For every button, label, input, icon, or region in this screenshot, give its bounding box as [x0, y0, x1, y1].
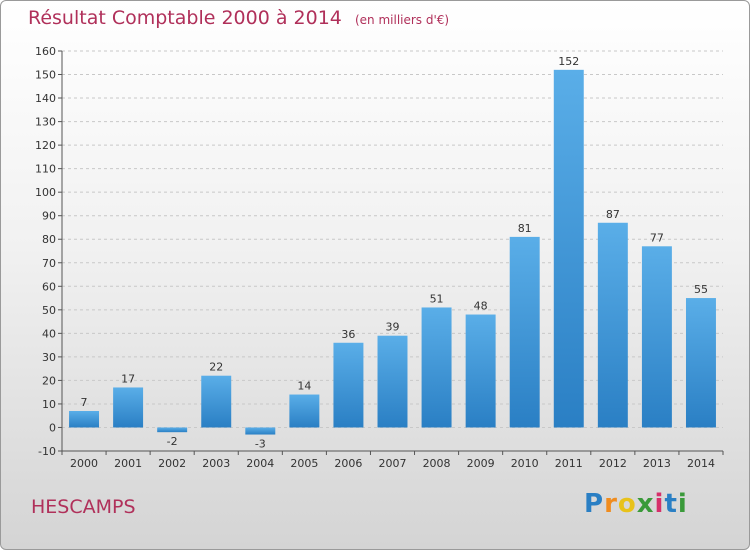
bar-value-label: 17 — [121, 372, 135, 385]
x-tick-label: 2004 — [246, 457, 274, 470]
bar-value-label: 51 — [430, 292, 444, 305]
town-name: HESCAMPS — [31, 496, 136, 518]
bar-value-label: 77 — [650, 231, 664, 244]
bar-value-label: 7 — [81, 396, 88, 409]
bar-value-label: 39 — [386, 321, 400, 334]
bar-value-label: 81 — [518, 222, 532, 235]
y-tick-label: 130 — [35, 116, 56, 129]
y-tick-label: 30 — [42, 351, 56, 364]
bar-value-label: 36 — [341, 328, 355, 341]
y-tick-label: 20 — [42, 374, 56, 387]
bar-value-label: 48 — [474, 300, 488, 313]
x-tick-label: 2013 — [643, 457, 671, 470]
bar-value-label: 55 — [694, 283, 708, 296]
bar — [597, 222, 628, 428]
bar-value-label: -3 — [255, 438, 266, 451]
y-tick-label: 120 — [35, 139, 56, 152]
x-tick-label: 2011 — [555, 457, 583, 470]
y-tick-label: 60 — [42, 280, 56, 293]
y-axis: -10 0 10 20 30 40 50 60 70 80 90 100 110 120 130 140 150… — [35, 45, 63, 458]
x-tick-label: 2003 — [202, 457, 230, 470]
x-tick-label: 2006 — [334, 457, 362, 470]
x-tick-label: 2009 — [467, 457, 495, 470]
x-axis: 2000 2001 2002 2003 2004 2005 2006 2007 2008 2009… — [61, 450, 724, 470]
x-tick-label: 2012 — [599, 457, 627, 470]
y-tick-label: -10 — [38, 445, 56, 458]
y-tick-label: 70 — [42, 257, 56, 270]
chart-unit-text: (en milliers d'€) — [354, 13, 450, 27]
bar — [333, 342, 364, 428]
bar — [421, 307, 452, 428]
bar — [245, 427, 276, 435]
bar — [465, 314, 496, 428]
bar-value-label: 87 — [606, 208, 620, 221]
x-tick-label: 2005 — [290, 457, 318, 470]
chart-title: Résultat Comptable 2000 à 2014 (en milli… — [28, 7, 449, 29]
proxiti-logo: Proxiti — [584, 489, 688, 519]
bar-value-label: 14 — [297, 380, 311, 393]
x-tick-label: 2010 — [511, 457, 539, 470]
x-tick-label: 2001 — [114, 457, 142, 470]
x-tick-label: 2002 — [158, 457, 186, 470]
bar — [509, 236, 540, 428]
bar — [201, 375, 232, 428]
bar — [69, 411, 100, 428]
bar — [289, 394, 320, 428]
y-tick-label: 110 — [35, 163, 56, 176]
x-tick-label: 2014 — [687, 457, 715, 470]
bar-value-label: 22 — [209, 361, 223, 374]
x-tick-label: 2007 — [379, 457, 407, 470]
chart-title-text: Résultat Comptable 2000 à 2014 — [28, 7, 342, 29]
y-tick-label: 50 — [42, 304, 56, 317]
y-tick-label: 80 — [42, 233, 56, 246]
bar — [113, 387, 144, 428]
bar — [377, 335, 408, 428]
bar — [157, 427, 188, 433]
y-tick-label: 90 — [42, 210, 56, 223]
y-tick-label: 150 — [35, 69, 56, 82]
bar-value-label: 152 — [558, 55, 579, 68]
x-tick-label: 2008 — [423, 457, 451, 470]
bar-value-label: -2 — [167, 435, 178, 448]
y-tick-label: 140 — [35, 92, 56, 105]
y-tick-label: 160 — [35, 45, 56, 58]
x-tick-label: 2000 — [70, 457, 98, 470]
y-tick-label: 10 — [42, 398, 56, 411]
y-tick-label: 40 — [42, 327, 56, 340]
y-tick-label: 100 — [35, 186, 56, 199]
bar — [685, 298, 716, 428]
bars: 7 17 -2 22 -3 14 36 39 51 48 81 152 87 77 55 — [69, 55, 716, 451]
bar — [553, 69, 584, 428]
y-tick-label: 0 — [49, 421, 56, 434]
bar — [641, 246, 672, 428]
